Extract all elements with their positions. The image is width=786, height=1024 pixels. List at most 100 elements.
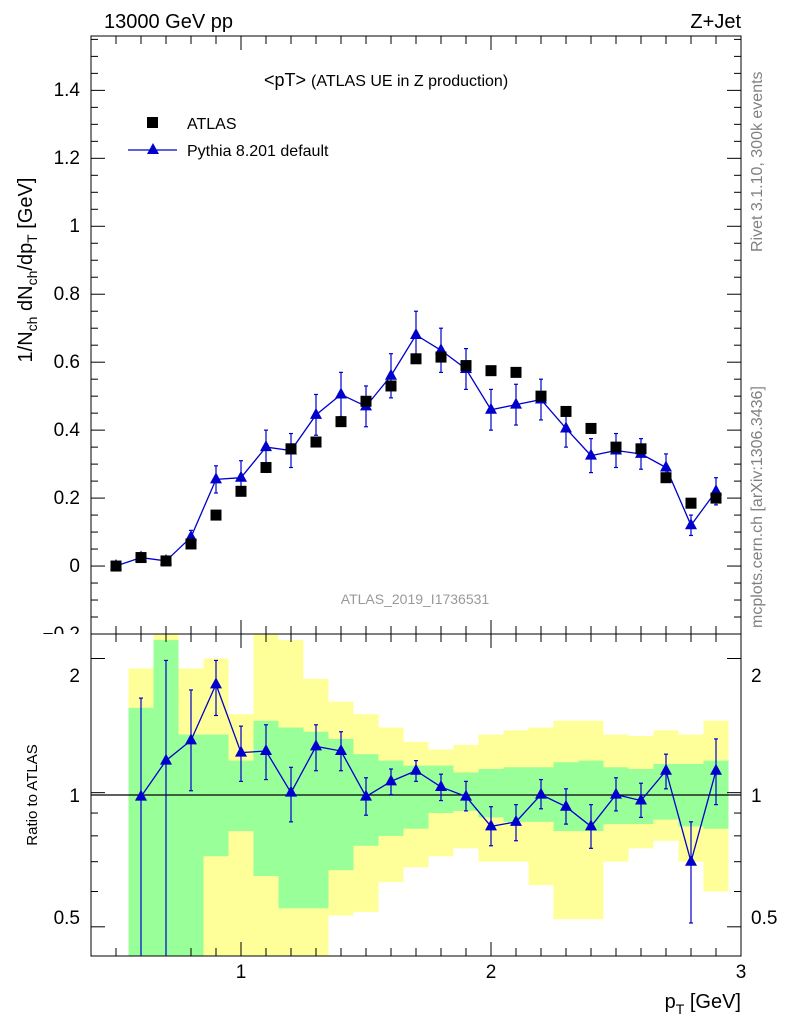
legend-marker-atlas [147,117,158,128]
atlas-point [610,441,622,453]
ratio-point [685,854,697,866]
ratio-point [535,787,547,799]
ratio-point [360,789,372,801]
atlas-point [510,366,522,378]
legend-label-atlas: ATLAS [187,116,237,133]
pythia-point [410,328,422,339]
plot-title-sub: (ATLAS UE in Z production) [311,73,508,90]
analysis-id: ATLAS_2019_I1736531 [341,591,490,607]
ratio-point [560,799,572,811]
main-y-tick-labels: −0.2 0 0.2 0.4 0.6 0.8 1 1.2 1.4 [42,80,80,645]
atlas-point [585,422,597,434]
ratio-tick-label-right: 1 [751,786,762,807]
ratio-point [460,789,472,801]
ratio-point [310,739,322,751]
ratio-tick-label: 2 [69,666,80,687]
mcplots-label: mcplots.cern.ch [arXiv:1306.3436] [749,386,766,628]
atlas-point [260,462,272,474]
y-tick-label: 0 [69,556,80,577]
atlas-point [660,472,672,484]
pythia-point [235,470,247,482]
atlas-point [685,497,697,509]
main-atlas-series [110,351,722,572]
energy-label: 13000 GeV pp [104,11,233,33]
ratio-y-axis-title: Ratio to ATLAS [24,744,41,845]
pythia-point [560,421,572,433]
y-tick-label: 0.8 [54,284,80,305]
x-tick-labels: 1 2 3 [236,962,747,983]
ratio-point [485,819,497,831]
pythia-point [310,407,322,419]
ratio-tick-label: 0.5 [54,908,80,929]
y-tick-label: 1.2 [54,148,80,169]
main-pythia-series [110,310,722,571]
atlas-point [310,436,322,448]
pythia-point [710,484,722,496]
atlas-point [535,390,547,402]
pythia-point [585,448,597,460]
label-mask [30,634,90,648]
x-axis-title: pT [GeV] [665,991,741,1017]
atlas-point [110,560,122,572]
atlas-point [635,443,647,455]
ratio-tick-label: 1 [69,786,80,807]
pythia-point [385,368,397,380]
ratio-y-tick-labels: 0.5 1 2 0.5 1 2 [54,666,778,929]
pythia-point [510,397,522,409]
y-tick-label: 0.2 [54,488,80,509]
atlas-point [460,360,472,372]
ratio-point [510,814,522,826]
atlas-point [485,365,497,377]
atlas-point [710,492,722,504]
axis-ticks [90,36,742,956]
pythia-line [115,334,717,567]
pythia-point [260,440,272,452]
ratio-tick-label-right: 2 [751,666,762,687]
pythia-point [685,518,697,530]
atlas-point [285,443,297,455]
ratio-point [160,753,172,765]
x-tick-label: 2 [486,962,497,983]
legend-label-pythia: Pythia 8.201 default [187,143,329,160]
atlas-point [385,380,397,392]
pythia-point [185,530,197,542]
atlas-point [435,351,447,363]
x-tick-label: 1 [236,962,247,983]
ratio-point [435,779,447,791]
atlas-point [210,509,222,521]
atlas-point [410,353,422,365]
process-label: Z+Jet [690,11,741,33]
ratio-point [260,744,272,756]
ratio-point [410,763,422,775]
ratio-point [610,787,622,799]
atlas-point [360,395,372,407]
ratio-point [385,774,397,786]
plot-title: <pT> (ATLAS UE in Z production) [264,70,508,90]
ratio-pythia-series [135,659,722,956]
pythia-point [210,472,222,484]
legend: ATLAS Pythia 8.201 default [128,116,329,160]
plot-title-main: <pT> [264,70,306,90]
ratio-point [185,733,197,745]
atlas-point [160,555,172,567]
ratio-point [285,785,297,797]
y-tick-label: 0.6 [54,352,80,373]
pythia-point [435,343,447,355]
pythia-point [485,402,497,414]
ratio-point [210,677,222,689]
atlas-point [135,552,147,564]
y-tick-label: 1 [69,216,80,237]
pythia-point [335,387,347,399]
main-y-axis-title: 1/Nch dNch/dpT [GeV] [15,178,40,363]
x-tick-label: 3 [736,962,747,983]
ratio-point [660,763,672,775]
pythia-point [660,460,672,472]
ratio-point [585,819,597,831]
ratio-point [235,745,247,757]
ratio-point [335,744,347,756]
ratio-point [710,763,722,775]
y-tick-label: 0.4 [54,420,81,441]
atlas-point [560,405,572,417]
atlas-point [185,538,197,550]
